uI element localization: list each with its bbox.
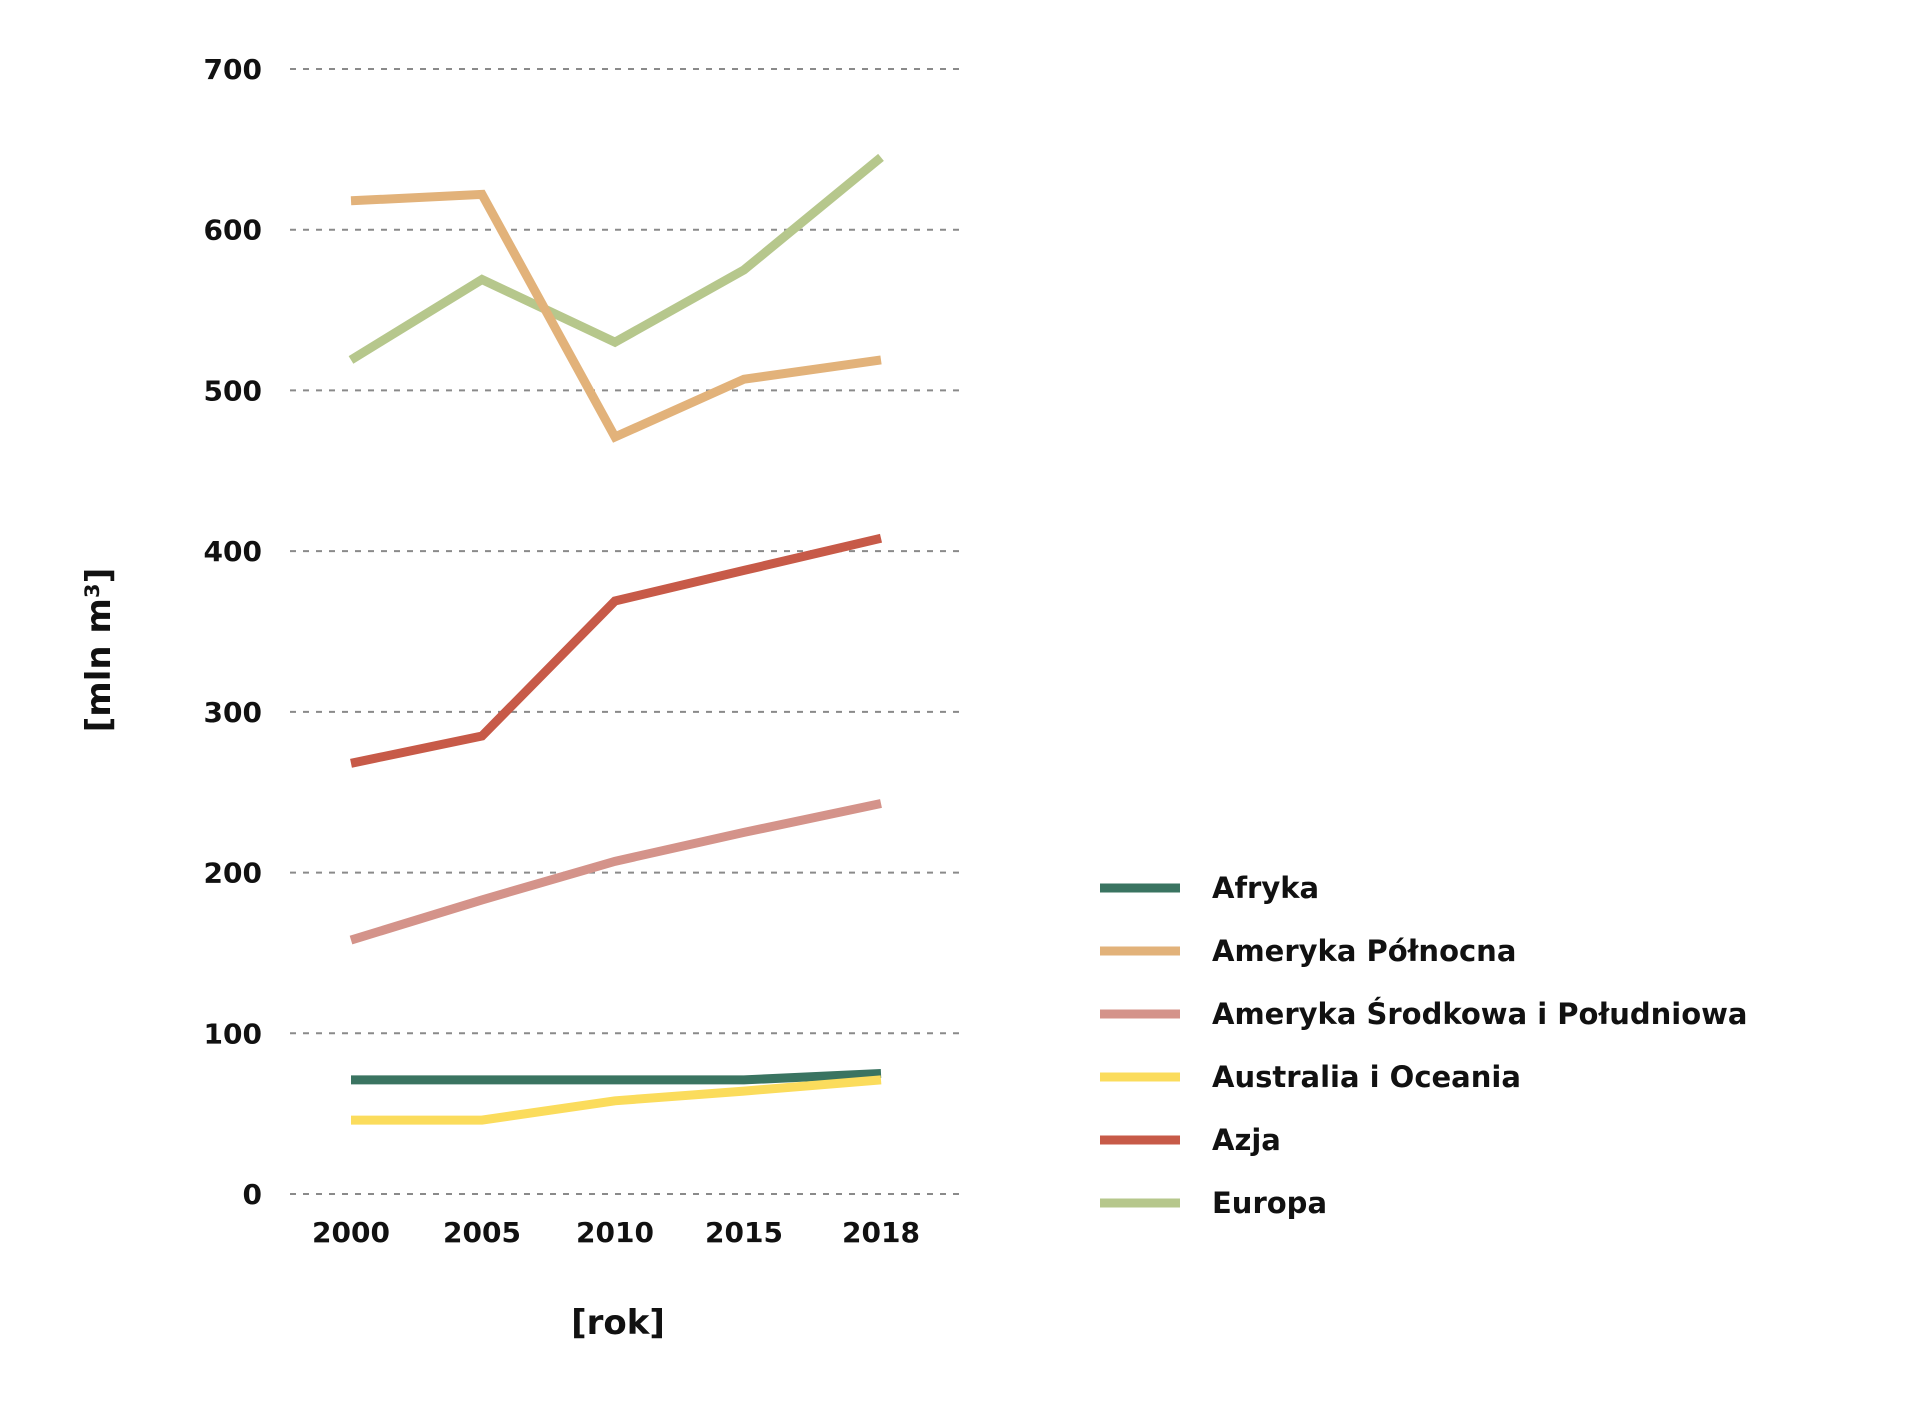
series-line-afryka (351, 1069, 882, 1085)
x-axis-ticks: 2000 2005 2010 2015 2018 (312, 1216, 920, 1249)
y-axis-title: [mln m³] (79, 568, 119, 733)
legend-label-ameryka-rodkowa-i-po-udniowa: Ameryka Środkowa i Południowa (1212, 997, 1748, 1031)
series-line-ameryka-p-nocna (350, 189, 882, 443)
series-line-australia-i-oceania (351, 1075, 882, 1125)
x-tick-label-2005: 2005 (443, 1216, 521, 1249)
x-tick-label-2010: 2010 (576, 1216, 654, 1249)
legend-label-ameryka-p-nocna: Ameryka Północna (1212, 934, 1516, 968)
y-tick-label-600: 600 (204, 214, 262, 247)
y-tick-label-100: 100 (204, 1017, 262, 1050)
series-line-ameryka-rodkowa-i-po-udniowa (349, 799, 882, 945)
legend-label-afryka: Afryka (1212, 871, 1319, 905)
y-tick-label-0: 0 (243, 1178, 262, 1211)
y-tick-label-200: 200 (204, 857, 262, 890)
legend-label-azja: Azja (1212, 1123, 1281, 1157)
gridlines (290, 68, 960, 1195)
y-tick-label-700: 700 (204, 53, 262, 86)
series-line-europa (348, 153, 884, 364)
legend-label-australia-i-oceania: Australia i Oceania (1212, 1060, 1521, 1094)
y-axis-ticks: 0 100 200 300 400 500 600 700 (204, 53, 262, 1211)
legend: Afryka Ameryka Północna Ameryka Środkowa i… (1100, 871, 1748, 1220)
series-lines (348, 153, 884, 1125)
x-tick-label-2015: 2015 (705, 1216, 783, 1249)
x-axis-title: [rok] (571, 1303, 665, 1343)
x-tick-label-2000: 2000 (312, 1216, 390, 1249)
series-line-azja (350, 533, 883, 768)
y-tick-label-300: 300 (204, 696, 262, 729)
legend-label-europa: Europa (1212, 1186, 1327, 1220)
y-tick-label-500: 500 (204, 374, 262, 407)
x-tick-label-2018: 2018 (842, 1216, 920, 1249)
y-tick-label-400: 400 (204, 535, 262, 568)
